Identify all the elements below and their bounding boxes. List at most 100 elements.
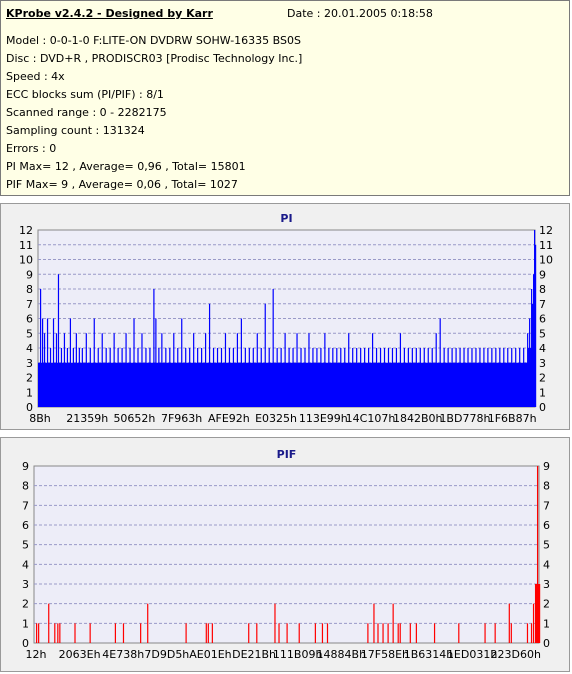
pi-xtick: AFE92h <box>208 412 250 425</box>
pi-ytick-left: 3 <box>26 357 33 370</box>
pi-bar <box>459 348 461 407</box>
pif-bar <box>409 623 411 643</box>
pi-bar <box>268 348 270 407</box>
pif-ytick-right: 5 <box>543 539 550 552</box>
pi-bar <box>403 348 405 407</box>
pi-bar <box>185 348 187 407</box>
pi-bar <box>515 348 517 407</box>
pi-ytick-right: 4 <box>539 342 546 355</box>
pi-bar <box>423 348 425 407</box>
pif-bar <box>373 603 375 643</box>
pi-bar <box>479 348 481 407</box>
info-model: Model : 0-0-1-0 F:LITE-ON DVDRW SOHW-163… <box>6 34 301 47</box>
pi-bar <box>471 348 473 407</box>
pi-ytick-right: 9 <box>539 268 546 281</box>
pif-bar <box>298 623 300 643</box>
pif-bar <box>286 623 288 643</box>
pif-ytick-right: 3 <box>543 578 550 591</box>
pi-bar <box>296 333 298 407</box>
pif-chart-title: PIF <box>277 448 297 461</box>
pi-bar <box>248 348 250 407</box>
pif-bar <box>274 603 276 643</box>
pif-bar <box>140 623 142 643</box>
pi-bar <box>529 348 531 407</box>
pif-ytick-left: 3 <box>22 578 29 591</box>
pi-bar <box>155 318 157 407</box>
pi-bar <box>463 348 465 407</box>
pif-bar <box>532 603 535 643</box>
pif-bar <box>530 623 533 643</box>
pif-bar <box>207 623 209 643</box>
pi-bar <box>526 362 528 407</box>
pi-bar <box>165 348 167 407</box>
pi-bar <box>60 348 63 407</box>
pi-xtick: 8Bh <box>29 412 51 425</box>
pi-bar <box>141 333 143 407</box>
info-speed: Speed : 4x <box>6 70 65 83</box>
pif-ytick-left: 6 <box>22 519 29 532</box>
pi-bar <box>52 318 55 407</box>
info-disc: Disc : DVD+R , PRODISCR03 [Prodisc Techn… <box>6 52 303 65</box>
pif-xtick: 7D9D5h <box>144 648 189 661</box>
pi-bar <box>535 244 537 407</box>
pi-bar <box>304 348 306 407</box>
pi-bar <box>97 348 99 407</box>
pif-xtick: AE01Eh <box>189 648 231 661</box>
pi-bar <box>177 348 179 407</box>
pi-bar <box>356 348 358 407</box>
pi-xtick: 1F6B87h <box>488 412 537 425</box>
pif-ytick-right: 7 <box>543 499 550 512</box>
info-ecc: ECC blocks sum (PI/PIF) : 8/1 <box>6 88 164 101</box>
pi-bar <box>49 348 52 407</box>
pif-bar <box>494 623 496 643</box>
pif-bar <box>89 623 91 643</box>
pif-ytick-left: 4 <box>22 558 29 571</box>
pi-ytick-left: 7 <box>26 298 33 311</box>
pi-xtick: 7F963h <box>161 412 202 425</box>
pif-ytick-left: 2 <box>22 598 29 611</box>
pi-bar <box>387 348 390 407</box>
pi-bar <box>125 333 127 407</box>
pi-bar <box>137 348 139 407</box>
pi-bar <box>153 289 155 407</box>
pi-bar <box>72 348 74 407</box>
pi-bar <box>336 348 338 407</box>
pif-bar <box>54 623 56 643</box>
pif-xtick: 223D60h <box>491 648 541 661</box>
pi-bar <box>534 230 536 407</box>
pi-ytick-right: 11 <box>539 239 553 252</box>
pi-xtick: 1842B0h <box>393 412 443 425</box>
pi-xtick: 21359h <box>66 412 108 425</box>
pi-bar <box>101 333 103 407</box>
pi-bar <box>161 333 163 407</box>
info-panel: KProbe v2.4.2 - Designed by Karr Date : … <box>0 0 570 196</box>
pif-bar <box>57 623 59 643</box>
pi-bar <box>507 348 509 407</box>
pi-bar <box>81 348 83 407</box>
pif-bar <box>433 623 436 643</box>
pi-bar <box>236 333 238 407</box>
pi-bar <box>46 318 49 407</box>
pi-bar <box>129 348 131 407</box>
pi-bar <box>292 348 294 407</box>
pif-ytick-left: 7 <box>22 499 29 512</box>
pi-bar <box>63 333 66 407</box>
pi-ytick-left: 2 <box>26 372 33 385</box>
pif-xtick: 14884Bh <box>317 648 367 661</box>
pi-bar <box>181 318 183 407</box>
pi-bar <box>435 333 437 407</box>
pi-bar <box>316 348 318 407</box>
pi-bar <box>228 348 231 407</box>
pi-ytick-left: 10 <box>19 254 33 267</box>
pi-bar <box>55 333 58 407</box>
pi-xtick: E0325h <box>255 412 297 425</box>
pi-bar <box>272 289 274 407</box>
pi-bar <box>352 348 354 407</box>
pif-xtick: 2063Eh <box>59 648 101 661</box>
pi-ytick-right: 5 <box>539 327 546 340</box>
pif-bar <box>508 603 510 643</box>
pi-bar <box>201 348 203 407</box>
app-title: KProbe v2.4.2 - Designed by Karr <box>6 7 213 20</box>
pi-bar <box>451 348 453 407</box>
pi-chart-panel: PI 0 0 1 1 2 2 3 3 4 4 5 5 6 6 7 7 8 8 9 9 10 10 11 11 12 12 8Bh 213… <box>0 203 570 430</box>
